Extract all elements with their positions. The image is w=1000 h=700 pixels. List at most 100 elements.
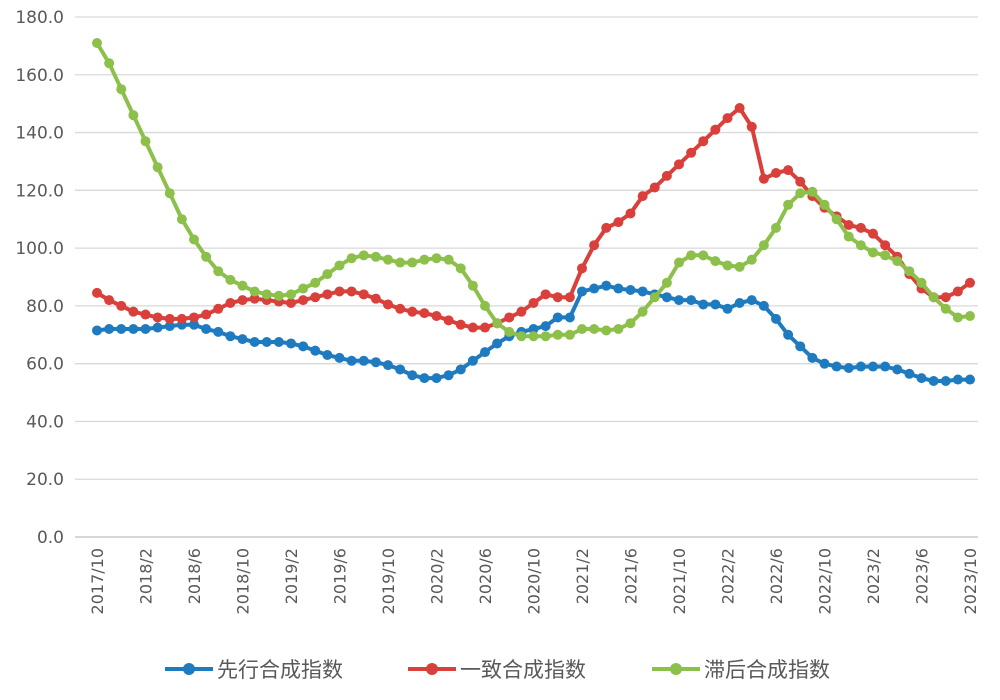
data-point: [674, 295, 684, 306]
gridlines: [75, 16, 978, 538]
data-point: [346, 253, 357, 264]
data-point: [868, 247, 878, 258]
data-point: [201, 324, 212, 334]
data-point: [843, 231, 854, 242]
data-point: [128, 110, 139, 121]
data-point: [722, 260, 733, 271]
data-point: [128, 306, 139, 317]
data-point: [965, 311, 975, 321]
data-point: [552, 292, 563, 303]
data-point: [225, 298, 236, 308]
data-point: [940, 292, 951, 303]
data-point: [152, 162, 163, 173]
data-point: [625, 318, 636, 329]
data-point: [528, 331, 539, 342]
legend-label: 一致合成指数: [460, 658, 586, 682]
data-point: [698, 250, 709, 261]
data-point: [419, 308, 430, 319]
data-point: [661, 170, 672, 181]
x-tick-label: 2020/2: [428, 548, 447, 604]
data-point: [237, 334, 248, 345]
data-point: [140, 136, 151, 147]
data-point: [710, 299, 721, 310]
data-point: [480, 300, 490, 311]
data-point: [516, 306, 527, 317]
data-point: [189, 319, 199, 330]
data-point: [577, 286, 587, 297]
data-point: [637, 286, 648, 297]
data-point: [334, 286, 345, 297]
data-point: [564, 312, 575, 323]
data-point: [455, 319, 466, 330]
data-point: [734, 261, 745, 272]
y-tick-label: 40.0: [26, 412, 64, 432]
data-point: [358, 250, 369, 261]
data-point: [601, 280, 612, 291]
data-point: [395, 364, 406, 375]
data-point: [334, 260, 345, 271]
x-tick-label: 2019/6: [331, 548, 350, 604]
data-point: [771, 222, 781, 233]
data-point: [734, 298, 745, 308]
data-point: [104, 295, 115, 306]
data-point: [698, 299, 709, 310]
data-point: [904, 368, 915, 379]
data-point: [916, 277, 927, 288]
data-point: [613, 324, 624, 334]
x-tick-label: 2023/2: [864, 548, 883, 604]
data-point: [407, 370, 418, 381]
data-point: [928, 292, 939, 303]
data-point: [722, 303, 733, 314]
data-point: [286, 298, 296, 308]
data-point: [213, 326, 224, 337]
data-point: [249, 293, 260, 304]
data-point: [140, 309, 151, 320]
data-point: [540, 321, 551, 332]
data-point: [298, 283, 309, 294]
data-point: [286, 338, 296, 349]
y-tick-label: 180.0: [15, 8, 64, 28]
data-point: [661, 277, 672, 288]
x-tick-label: 2020/6: [476, 548, 495, 604]
data-point: [298, 341, 309, 352]
data-point: [201, 309, 212, 320]
data-point: [152, 312, 163, 323]
data-point: [916, 373, 927, 384]
data-point: [746, 121, 757, 132]
legend: 先行合成指数 一致合成指数 滞后合成指数: [165, 658, 830, 682]
data-point: [116, 84, 127, 95]
data-point: [637, 306, 648, 317]
data-point: [346, 355, 357, 366]
x-tick-label: 2022/2: [719, 548, 738, 604]
data-point: [504, 312, 515, 323]
data-point: [455, 364, 466, 375]
x-tick-label: 2018/6: [185, 548, 204, 604]
data-point: [383, 299, 393, 310]
legend-marker-icon: [426, 663, 438, 675]
data-point: [176, 313, 187, 324]
data-point: [237, 280, 248, 291]
data-point: [334, 352, 345, 363]
data-point: [564, 292, 575, 303]
data-point: [140, 324, 151, 334]
data-point: [868, 228, 878, 239]
data-point: [540, 331, 551, 342]
series-line: [95, 41, 971, 339]
data-point: [298, 295, 309, 306]
data-point: [370, 251, 381, 262]
legend-item: 先行合成指数: [165, 658, 343, 682]
data-point: [686, 295, 697, 306]
data-point: [407, 257, 418, 268]
series-lines: [92, 38, 975, 386]
data-point: [795, 341, 806, 352]
data-point: [225, 274, 236, 285]
data-point: [831, 361, 842, 372]
data-point: [807, 352, 818, 363]
data-point: [601, 222, 612, 233]
data-point: [480, 347, 490, 358]
data-point: [92, 38, 102, 48]
x-axis: 2017/10 2018/2 2018/6 2018/10 2019/2 2019/6 20…: [88, 548, 980, 614]
data-point: [128, 324, 139, 334]
data-point: [104, 58, 115, 69]
data-point: [892, 256, 903, 267]
